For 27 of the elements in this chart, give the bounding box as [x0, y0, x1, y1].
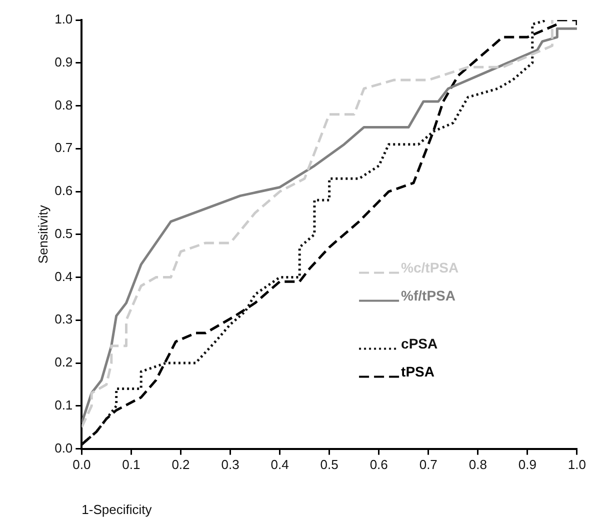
x-tick-label: 0.0	[72, 457, 91, 472]
x-tick-label: 0.6	[370, 457, 388, 472]
legend-label: cPSA	[401, 336, 438, 352]
y-axis-title: Sensitivity	[35, 204, 50, 264]
x-axis-title: 1-Specificity	[82, 502, 152, 517]
y-tick-label: 1.0	[54, 12, 73, 27]
y-tick-label: 0.6	[54, 183, 73, 198]
x-tick-label: 0.2	[172, 457, 190, 472]
y-tick-label: 0.2	[54, 354, 73, 370]
y-tick-label: 0.3	[54, 312, 73, 327]
y-tick-label: 0.4	[54, 268, 73, 284]
y-tick-label: 0.7	[54, 140, 73, 156]
x-tick-label: 0.5	[320, 457, 338, 472]
y-tick-label: 0.1	[54, 398, 73, 412]
legend-label: %f/tPSA	[401, 288, 456, 304]
x-tick-label: 0.3	[221, 457, 240, 472]
x-tick-label: 1.0	[568, 457, 586, 472]
y-tick-label: 0.8	[54, 97, 73, 112]
y-tick-label: 0.0	[54, 440, 73, 456]
legend-label: tPSA	[401, 364, 434, 380]
y-tick-label: 0.5	[54, 226, 73, 241]
x-tick-label: 0.7	[419, 457, 438, 472]
x-tick-label: 0.4	[270, 457, 289, 472]
x-tick-label: 0.8	[468, 457, 487, 472]
y-tick-label: 0.9	[54, 54, 73, 70]
x-tick-label: 0.9	[518, 457, 536, 472]
x-tick-label: 0.1	[122, 457, 140, 472]
